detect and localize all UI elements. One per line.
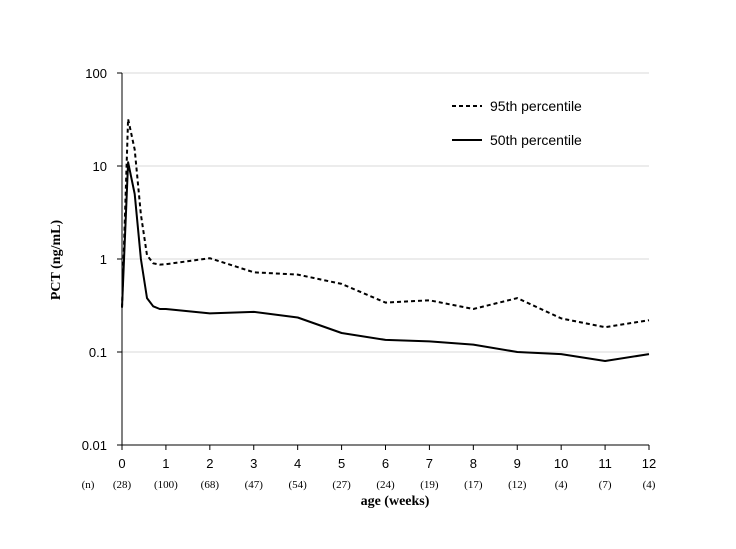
series-line-50th-percentile — [121, 161, 650, 362]
y-tick-label: 100 — [85, 66, 107, 81]
legend: 95th percentile 50th percentile — [452, 98, 582, 148]
n-count-label: (100) — [154, 479, 178, 491]
x-tick-label: 10 — [554, 456, 568, 471]
x-tick-label: 4 — [294, 456, 301, 471]
n-count-label: (47) — [245, 479, 264, 491]
y-tick-label: 0.1 — [89, 345, 107, 360]
y-tick-label: 1 — [100, 252, 107, 267]
x-tick-label: 0 — [118, 456, 125, 471]
n-count-label: (19) — [420, 479, 439, 491]
n-count-label: (68) — [201, 479, 220, 491]
sample-size-labels: (28) (100) (68) (47) (54) (27) (24) (19) (17) (12… — [113, 479, 656, 491]
y-tick-label: 10 — [93, 159, 107, 174]
axes — [117, 72, 650, 450]
x-tick-label: 5 — [338, 456, 345, 471]
x-tick-label: 12 — [642, 456, 656, 471]
x-tick-label: 8 — [470, 456, 477, 471]
x-tick-label: 9 — [514, 456, 521, 471]
gridlines — [122, 72, 649, 353]
n-count-label: (54) — [289, 479, 308, 491]
legend-label-50th: 50th percentile — [490, 132, 582, 148]
x-tick-label: 2 — [206, 456, 213, 471]
n-count-label: (4) — [555, 479, 568, 491]
x-tick-label: 7 — [426, 456, 433, 471]
n-count-label: (7) — [599, 479, 612, 491]
n-count-label: (24) — [376, 479, 395, 491]
x-tick-label: 1 — [162, 456, 169, 471]
x-tick-label: 11 — [598, 456, 612, 471]
x-tick-labels: 0 1 2 3 4 5 6 7 8 9 10 11 12 — [118, 456, 656, 471]
y-axis-title: PCT (ng/mL) — [49, 220, 64, 301]
legend-label-95th: 95th percentile — [490, 98, 582, 114]
n-count-label: (12) — [508, 479, 527, 491]
x-tick-label: 6 — [382, 456, 389, 471]
n-count-label: (28) — [113, 479, 132, 491]
y-tick-labels: 0.01 0.1 1 10 100 — [82, 66, 107, 453]
n-count-label: (27) — [332, 479, 351, 491]
series-lines — [121, 118, 650, 362]
n-count-label: (17) — [464, 479, 483, 491]
x-tick-label: 3 — [250, 456, 257, 471]
n-count-label: (4) — [643, 479, 656, 491]
x-axis-title: age (weeks) — [361, 494, 430, 509]
series-line-95th-percentile — [121, 118, 650, 329]
y-tick-label: 0.01 — [82, 438, 107, 453]
n-row-label: (n) — [82, 479, 95, 491]
